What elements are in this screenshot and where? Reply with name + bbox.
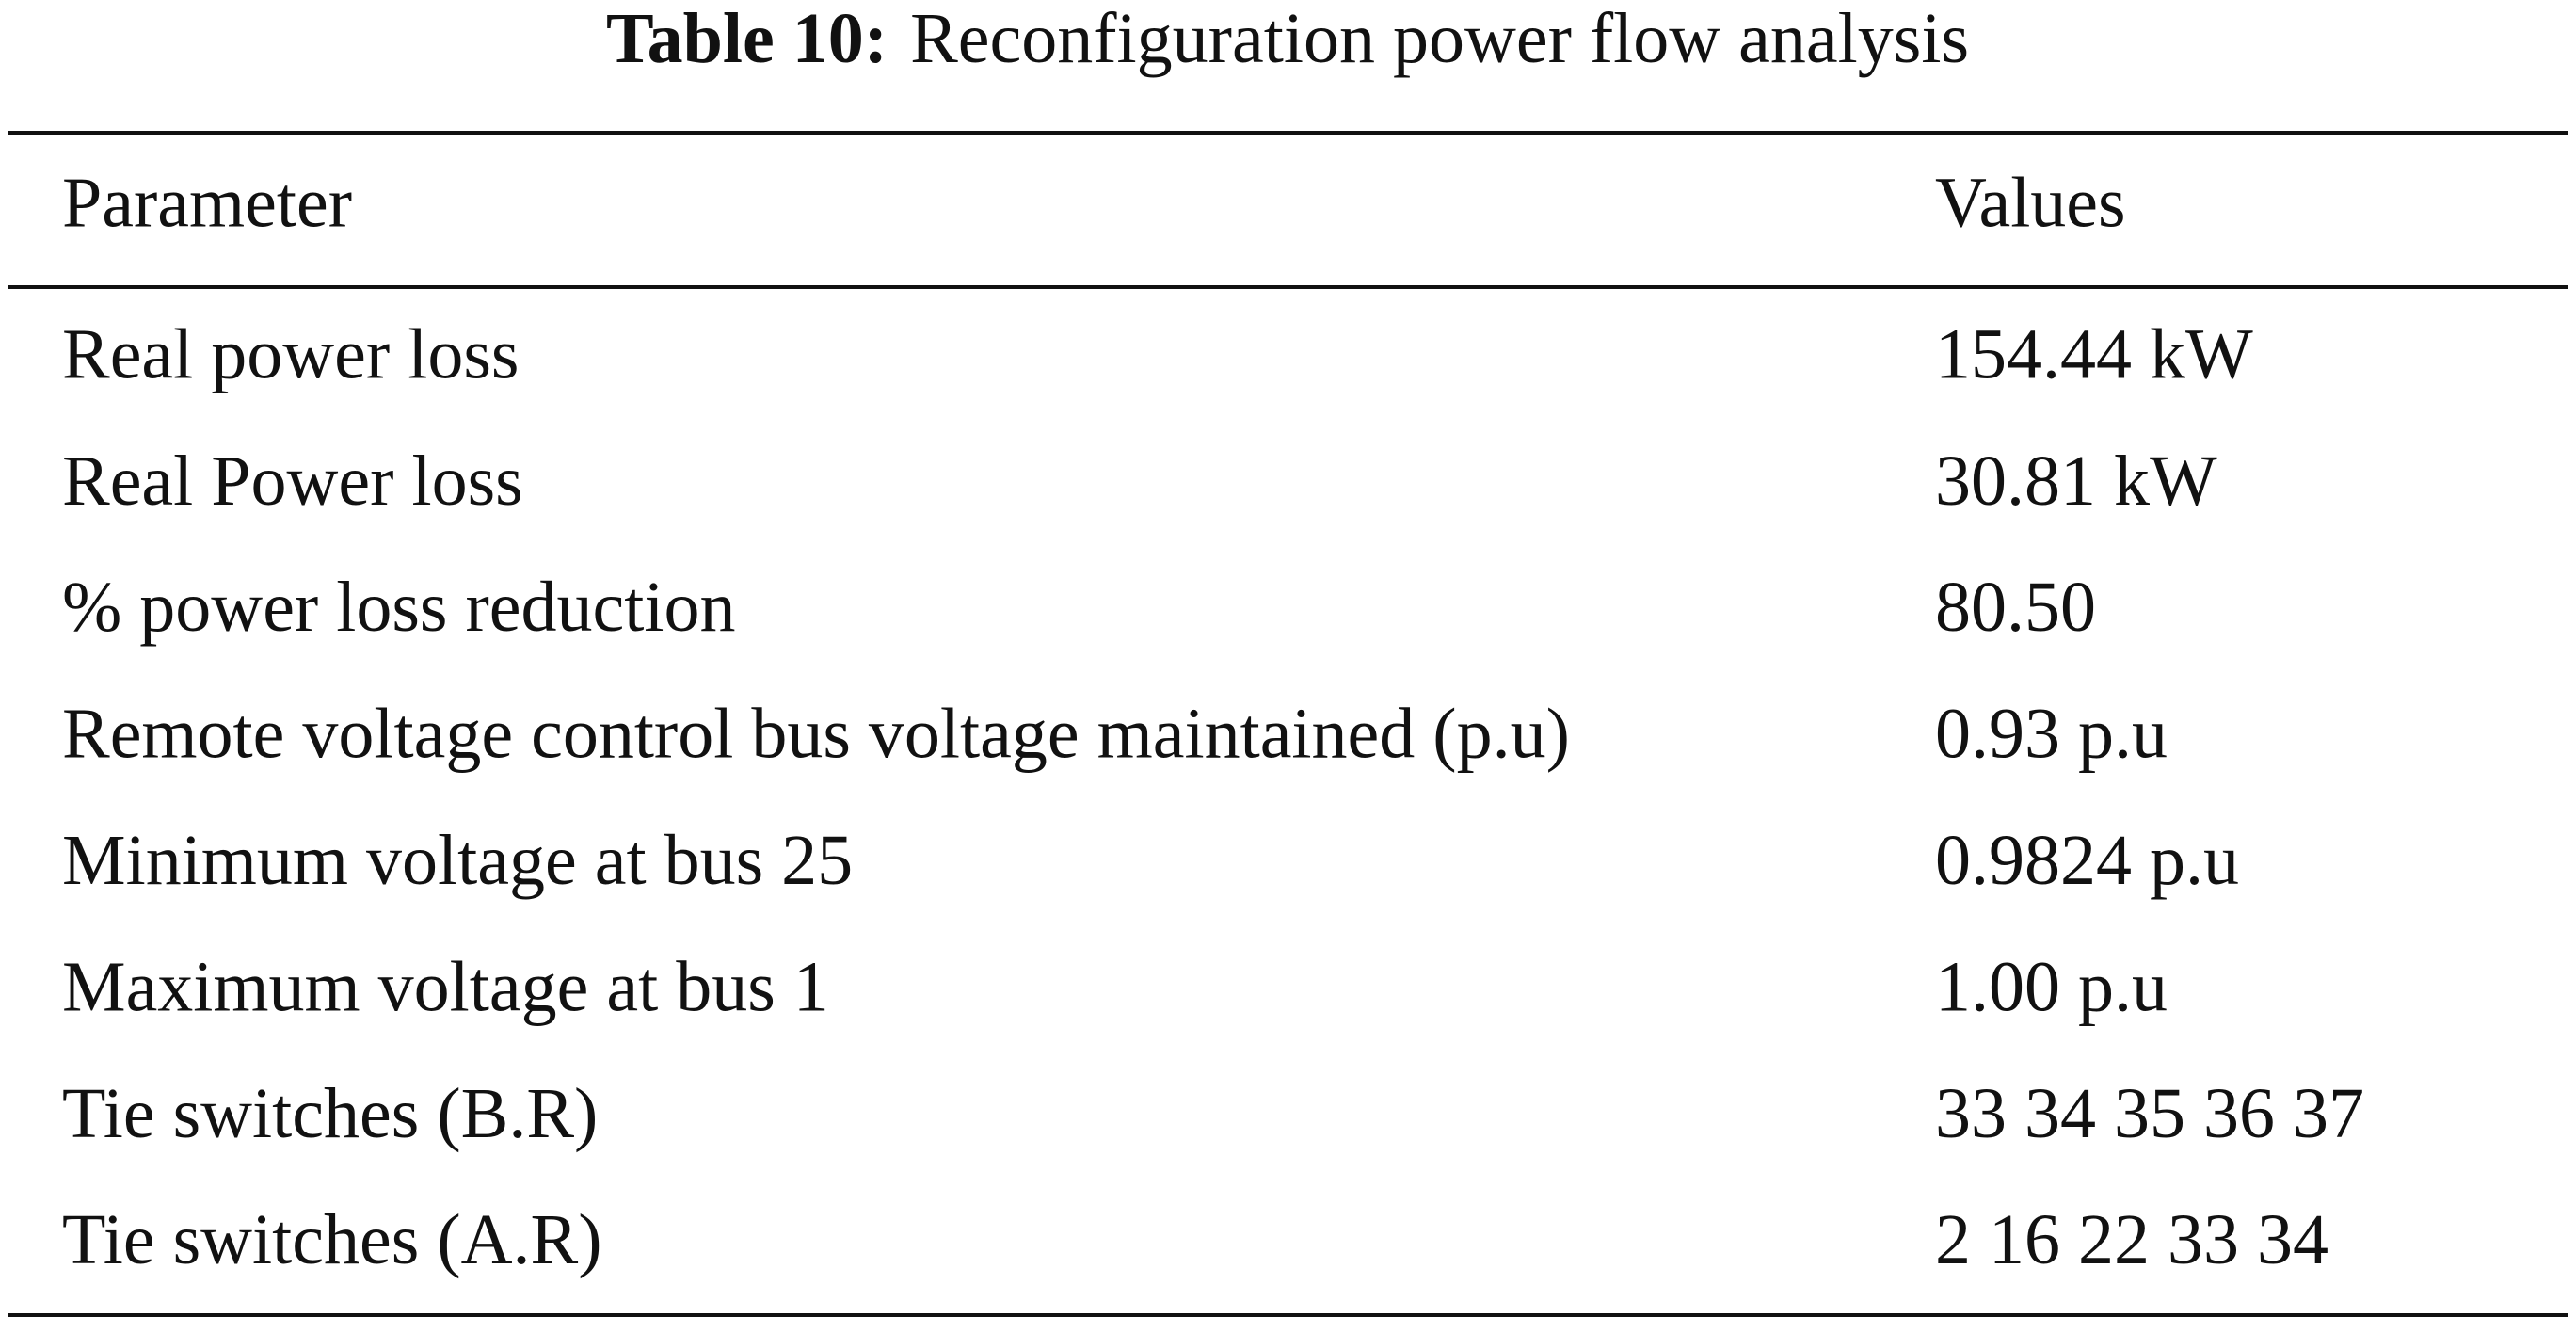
value-cell: 30.81 kW xyxy=(1935,442,2217,521)
parameter-cell: Maximum voltage at bus 1 xyxy=(62,947,829,1026)
parameter-cell: Tie switches (B.R) xyxy=(62,1074,598,1153)
caption-label: Table 10: xyxy=(606,0,888,78)
parameter-cell: Real Power loss xyxy=(62,442,523,521)
parameter-cell: Remote voltage control bus voltage maint… xyxy=(62,695,1570,774)
parameter-cell: % power loss reduction xyxy=(62,568,736,647)
header-cell: Values xyxy=(1935,163,2126,242)
parameter-cell: Minimum voltage at bus 25 xyxy=(62,821,853,900)
value-cell: 33 34 35 36 37 xyxy=(1935,1074,2364,1153)
value-cell: 80.50 xyxy=(1935,568,2096,647)
header-cell: Parameter xyxy=(62,163,352,242)
value-cell: 154.44 kW xyxy=(1935,314,2253,393)
value-cell: 2 16 22 33 34 xyxy=(1935,1200,2328,1279)
caption-text: Reconfiguration power flow analysis xyxy=(910,0,1969,78)
value-cell: 1.00 p.u xyxy=(1935,947,2168,1026)
value-cell: 0.9824 p.u xyxy=(1935,821,2239,900)
value-cell: 0.93 p.u xyxy=(1935,695,2168,774)
parameter-cell: Tie switches (A.R) xyxy=(62,1200,602,1279)
table-caption: Table 10: Reconfiguration power flow anal… xyxy=(606,0,1969,78)
parameter-cell: Real power loss xyxy=(62,314,519,393)
